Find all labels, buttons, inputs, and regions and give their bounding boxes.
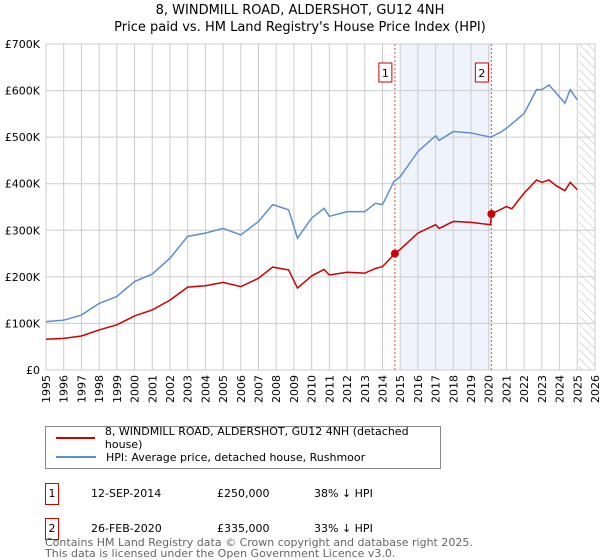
x-tick-label: 2021 (500, 375, 513, 403)
chart-subtitle: Price paid vs. HM Land Registry's House … (114, 20, 486, 35)
x-tick-label: 2017 (430, 375, 443, 403)
legend-label: HPI: Average price, detached house, Rush… (106, 450, 366, 464)
x-tick-label: 2014 (376, 375, 389, 403)
x-tick-label: 1999 (111, 375, 124, 403)
legend-item-hpi: HPI: Average price, detached house, Rush… (56, 448, 365, 466)
x-tick-label: 2005 (217, 375, 230, 403)
x-tick-label: 2025 (571, 375, 584, 403)
x-tick-label: 2015 (394, 375, 407, 403)
transaction-date: 12-SEP-2014 (91, 487, 162, 500)
transaction-price: £250,000 (217, 487, 270, 500)
y-tick-label: £500K (5, 131, 41, 144)
x-tick-label: 2003 (182, 375, 195, 403)
x-tick-label: 2022 (518, 375, 531, 403)
hpi-line (45, 84, 578, 323)
x-tick-label: 1996 (58, 375, 71, 403)
x-tick-label: 2006 (235, 375, 248, 403)
x-tick-label: 2018 (447, 375, 460, 403)
y-tick-label: £0 (26, 364, 40, 377)
y-tick-label: £400K (5, 178, 41, 191)
shaded-region (400, 44, 492, 370)
annotation-box (378, 62, 393, 83)
x-tick-label: 2023 (536, 375, 549, 403)
chart-title: 8, WINDMILL ROAD, ALDERSHOT, GU12 4NH (155, 3, 445, 18)
footer-copyright: Contains HM Land Registry data © Crown c… (45, 536, 473, 549)
annotation-label: 2 (478, 67, 485, 80)
x-tick-label: 2010 (306, 375, 319, 403)
annotation-box (474, 62, 489, 83)
legend-item-property: 8, WINDMILL ROAD, ALDERSHOT, GU12 4NH (d… (56, 425, 440, 451)
chart: 1995 1996 1997 1998 1999 2000 2001 2002 2003 2004… (5, 38, 600, 403)
marker-badge: 2 (45, 518, 59, 540)
x-tick-label: 2004 (199, 375, 212, 403)
x-tick-label: 1997 (75, 375, 88, 403)
x-tick-label: 2011 (323, 375, 336, 403)
x-tick-label: 2024 (554, 375, 567, 403)
x-tick-label: 2001 (146, 375, 159, 403)
y-tick-label: £100K (5, 317, 41, 330)
x-tick-label: 2000 (129, 375, 142, 403)
hatched-future-region (579, 44, 595, 370)
red-line-swatch (56, 437, 95, 439)
y-tick-label: £300K (5, 224, 41, 237)
x-tick-label: 2013 (359, 375, 372, 403)
x-tick-label: 2002 (164, 375, 177, 403)
x-tick-label: 2009 (288, 375, 301, 403)
sale-point (487, 209, 496, 218)
blue-line-swatch (56, 456, 96, 458)
transaction-date: 26-FEB-2020 (91, 522, 162, 535)
y-tick-label: £700K (5, 38, 41, 51)
sale-point (390, 249, 399, 258)
transaction-hpi: 33% ↓ HPI (314, 522, 373, 535)
x-tick-label: 2008 (270, 375, 283, 403)
transaction-price: £335,000 (217, 522, 270, 535)
property-price-line (45, 179, 578, 341)
x-tick-label: 1995 (40, 375, 53, 403)
y-tick-label: £600K (5, 85, 41, 98)
x-tick-label: 2019 (465, 375, 478, 403)
legend-label: 8, WINDMILL ROAD, ALDERSHOT, GU12 4NH (d… (104, 425, 409, 451)
footer-licence: This data is licensed under the Open Gov… (45, 547, 396, 560)
x-tick-label: 2026 (589, 375, 600, 403)
legend: 8, WINDMILL ROAD, ALDERSHOT, GU12 4NH (d… (45, 425, 441, 469)
x-tick-label: 2012 (341, 375, 354, 403)
plot-frame (45, 43, 596, 371)
x-tick-label: 2020 (483, 375, 496, 403)
y-tick-label: £200K (5, 271, 41, 284)
x-tick-label: 2007 (253, 375, 266, 403)
annotation-label: 1 (382, 67, 389, 80)
marker-badge: 1 (45, 483, 59, 505)
x-tick-label: 2016 (412, 375, 425, 403)
x-tick-label: 1998 (93, 375, 106, 403)
transaction-hpi: 38% ↓ HPI (314, 487, 373, 500)
